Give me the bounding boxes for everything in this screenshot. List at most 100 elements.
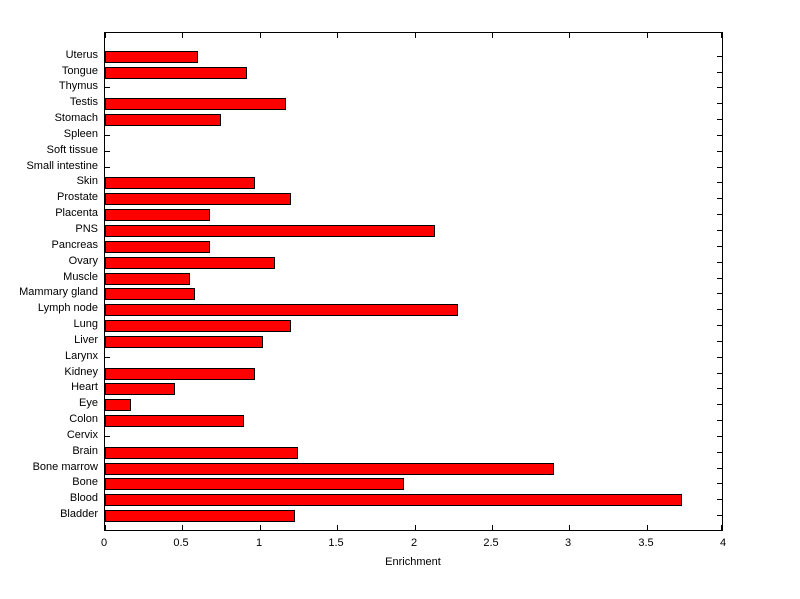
x-tick-top bbox=[260, 33, 261, 38]
y-axis-label: Lymph node bbox=[37, 302, 98, 315]
y-axis-label: Thymus bbox=[58, 80, 98, 93]
y-axis-label: Bladder bbox=[60, 508, 98, 521]
y-axis-label: Skin bbox=[76, 175, 98, 188]
y-tick-right bbox=[717, 277, 722, 279]
bar bbox=[105, 494, 682, 507]
x-axis-label: 0 bbox=[100, 537, 108, 549]
bar bbox=[105, 240, 210, 253]
bar bbox=[105, 446, 298, 459]
y-tick-right bbox=[717, 182, 722, 184]
y-tick-right bbox=[717, 372, 722, 374]
y-tick-left bbox=[105, 87, 110, 89]
y-tick-right bbox=[717, 325, 722, 327]
y-tick-right bbox=[717, 340, 722, 342]
y-tick-left bbox=[105, 150, 110, 152]
x-axis-label: 2.5 bbox=[483, 537, 499, 549]
y-axis-label: Larynx bbox=[64, 349, 98, 362]
x-axis-label: 0.5 bbox=[173, 537, 189, 549]
y-tick-right bbox=[717, 214, 722, 216]
y-axis-label: Brain bbox=[72, 444, 98, 457]
y-axis-label: Muscle bbox=[63, 270, 98, 283]
y-axis-label: PNS bbox=[75, 223, 98, 236]
y-tick-right bbox=[717, 55, 722, 57]
x-axis-label: 1.5 bbox=[328, 537, 344, 549]
y-axis-label: Soft tissue bbox=[46, 143, 98, 156]
y-axis-label: Uterus bbox=[65, 48, 98, 61]
bar bbox=[105, 383, 175, 396]
x-axis-title: Enrichment bbox=[385, 556, 441, 568]
y-tick-right bbox=[717, 71, 722, 73]
y-axis-label: Colon bbox=[69, 413, 98, 426]
bar bbox=[105, 415, 244, 428]
x-tick-top bbox=[569, 33, 570, 38]
bar bbox=[105, 66, 247, 79]
x-tick-top bbox=[647, 33, 648, 38]
y-axis-label: Liver bbox=[74, 333, 98, 346]
x-axis-label: 1 bbox=[255, 537, 263, 549]
y-axis-label: Placenta bbox=[55, 207, 98, 220]
y-tick-left bbox=[105, 166, 110, 168]
y-axis-label: Pancreas bbox=[51, 238, 98, 251]
x-tick-top bbox=[105, 33, 106, 38]
y-axis-label: Prostate bbox=[57, 191, 98, 204]
x-tick-bottom bbox=[182, 525, 183, 530]
x-tick-top bbox=[721, 33, 722, 38]
bar bbox=[105, 320, 291, 333]
y-tick-right bbox=[717, 388, 722, 390]
y-axis-label: Heart bbox=[71, 381, 98, 394]
y-axis-label: Cervix bbox=[66, 428, 98, 441]
bar bbox=[105, 367, 255, 380]
bar bbox=[105, 256, 275, 269]
y-tick-right bbox=[717, 134, 722, 136]
y-tick-right bbox=[717, 420, 722, 422]
y-tick-right bbox=[717, 261, 722, 263]
bar bbox=[105, 304, 458, 317]
bar bbox=[105, 98, 286, 111]
x-tick-bottom bbox=[415, 525, 416, 530]
x-axis-label: 2 bbox=[410, 537, 418, 549]
y-tick-right bbox=[717, 103, 722, 105]
x-tick-bottom bbox=[721, 525, 722, 530]
bar bbox=[105, 50, 198, 63]
y-axis-label: Mammary gland bbox=[19, 286, 98, 299]
bar bbox=[105, 193, 291, 206]
y-tick-right bbox=[717, 467, 722, 469]
y-tick-left bbox=[105, 134, 110, 136]
bar bbox=[105, 335, 263, 348]
x-tick-bottom bbox=[569, 525, 570, 530]
y-axis-label: Ovary bbox=[68, 254, 98, 267]
x-tick-bottom bbox=[260, 525, 261, 530]
y-tick-right bbox=[717, 404, 722, 406]
x-tick-top bbox=[492, 33, 493, 38]
y-axis-label: Bone bbox=[72, 476, 98, 489]
y-axis-label: Kidney bbox=[64, 365, 98, 378]
bar bbox=[105, 462, 554, 475]
x-tick-bottom bbox=[337, 525, 338, 530]
y-tick-right bbox=[717, 166, 722, 168]
x-axis-label: 3 bbox=[564, 537, 572, 549]
y-axis-label: Stomach bbox=[54, 112, 98, 125]
x-tick-bottom bbox=[105, 525, 106, 530]
x-axis-label: 3.5 bbox=[638, 537, 654, 549]
y-tick-right bbox=[717, 356, 722, 358]
y-tick-left bbox=[105, 435, 110, 437]
y-axis-label: Bone marrow bbox=[32, 460, 98, 473]
y-tick-right bbox=[717, 245, 722, 247]
y-tick-right bbox=[717, 499, 722, 501]
x-axis-label: 4 bbox=[719, 537, 727, 549]
bar bbox=[105, 272, 190, 285]
y-axis-label: Testis bbox=[69, 96, 98, 109]
y-tick-right bbox=[717, 230, 722, 232]
y-tick-left bbox=[105, 356, 110, 358]
bar bbox=[105, 225, 435, 238]
y-tick-right bbox=[717, 451, 722, 453]
y-axis-label: Small intestine bbox=[26, 159, 98, 172]
y-tick-right bbox=[717, 119, 722, 121]
x-tick-bottom bbox=[492, 525, 493, 530]
bar bbox=[105, 177, 255, 190]
y-tick-right bbox=[717, 309, 722, 311]
y-tick-right bbox=[717, 515, 722, 517]
bar bbox=[105, 399, 131, 412]
x-tick-top bbox=[415, 33, 416, 38]
